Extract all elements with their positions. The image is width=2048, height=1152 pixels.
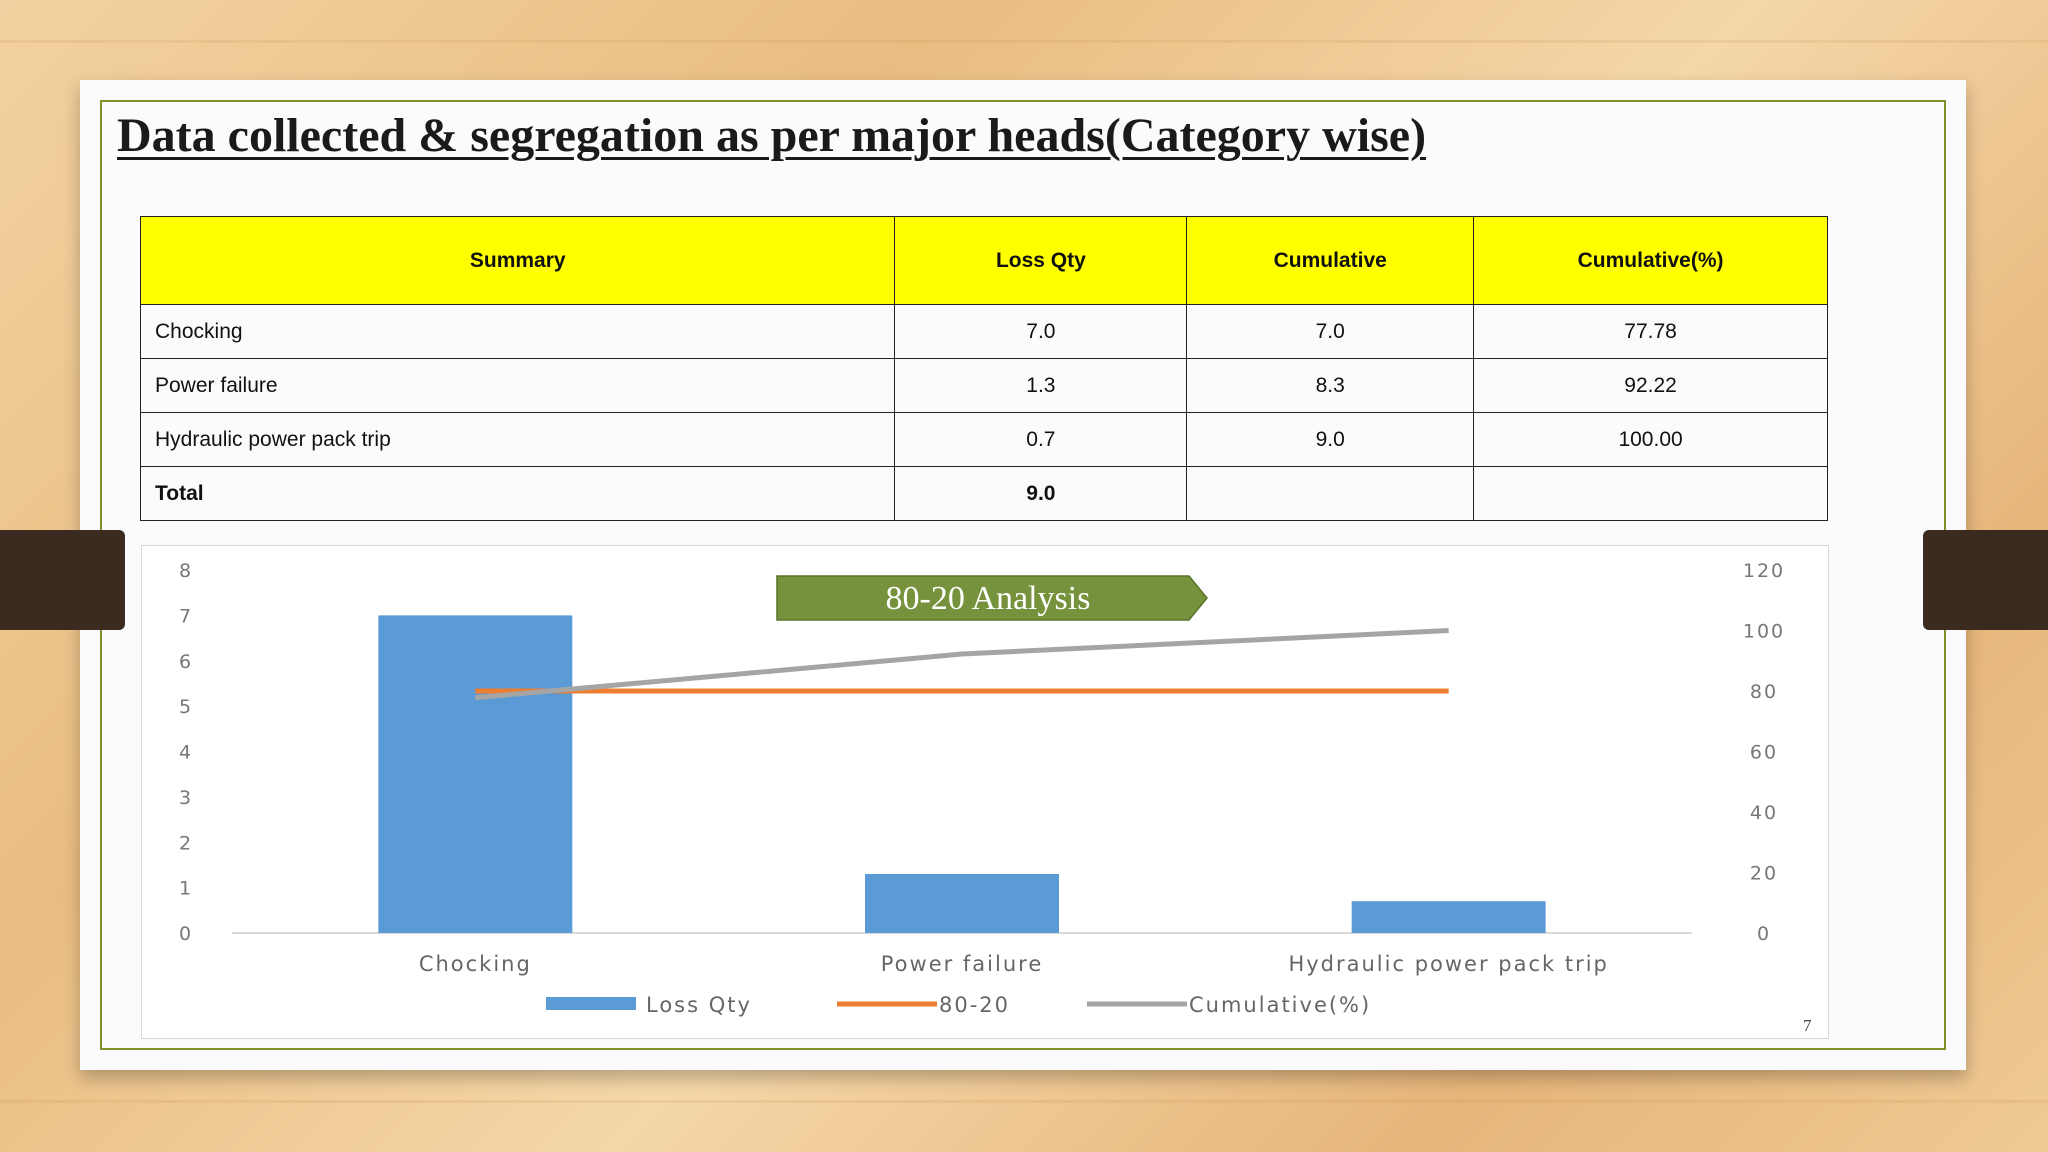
y-left-tick-label: 8	[179, 560, 193, 582]
y-left-tick-label: 4	[179, 742, 193, 764]
x-category-label: Chocking	[419, 952, 532, 976]
summary-table: Summary Loss Qty Cumulative Cumulative(%…	[139, 216, 1828, 521]
legend-swatch-loss-qty	[546, 997, 636, 1010]
table-cell: 77.78	[1473, 304, 1828, 359]
legend-label: Loss Qty	[646, 993, 752, 1017]
table-cell	[1473, 466, 1828, 521]
table-cell	[1186, 466, 1475, 521]
x-category-label: Power failure	[881, 952, 1044, 976]
legend-label: Cumulative(%)	[1189, 993, 1371, 1017]
bar-hydraulic-power-pack-trip	[1351, 901, 1546, 933]
y-left-tick-label: 3	[179, 787, 193, 809]
y-left-tick-label: 0	[179, 923, 193, 945]
table-row: Power failure 1.3 8.3 92.22	[139, 358, 1828, 413]
y-left-tick-label: 5	[179, 696, 193, 718]
y-right-tick-label: 80	[1750, 681, 1778, 703]
y-right-tick-label: 60	[1750, 742, 1778, 764]
header-cumulative-pct: Cumulative(%)	[1473, 216, 1828, 305]
slide-title: Data collected & segregation as per majo…	[117, 109, 1427, 162]
table-row: Hydraulic power pack trip 0.7 9.0 100.00	[139, 412, 1828, 467]
table-header-row: Summary Loss Qty Cumulative Cumulative(%…	[139, 216, 1828, 305]
table-cell: Hydraulic power pack trip	[139, 412, 896, 467]
y-right-tick-label: 20	[1750, 863, 1778, 885]
binder-clip-left	[0, 530, 125, 630]
table-cell: Chocking	[139, 304, 896, 359]
y-left-tick-label: 6	[179, 651, 193, 673]
y-left-tick-label: 1	[179, 878, 193, 900]
header-cumulative: Cumulative	[1186, 216, 1475, 305]
y-left-tick-label: 7	[179, 605, 193, 627]
pareto-chart: 0 1 2 3 4 5 6 7 8 0 20 40 60 80 100 120 Chocking Power fa…	[141, 545, 1829, 1039]
table-cell: 8.3	[1186, 358, 1475, 413]
table-cell: Power failure	[139, 358, 896, 413]
table-cell: 0.7	[894, 412, 1188, 467]
table-cell: 92.22	[1473, 358, 1828, 413]
table-total-row: Total 9.0	[139, 466, 1828, 521]
y-right-tick-label: 40	[1750, 802, 1778, 824]
table-cell: 7.0	[894, 304, 1188, 359]
table-cell: 7.0	[1186, 304, 1475, 359]
bar-chocking	[378, 615, 573, 933]
table-cell: 9.0	[894, 466, 1188, 521]
bar-power-failure	[865, 874, 1059, 933]
line-cumulative-	[475, 628, 1449, 701]
table-cell: 1.3	[894, 358, 1188, 413]
table-row: Chocking 7.0 7.0 77.78	[139, 304, 1828, 359]
y-right-tick-label: 100	[1743, 621, 1785, 643]
table-cell: 9.0	[1186, 412, 1475, 467]
y-right-tick-label: 120	[1743, 560, 1785, 582]
annotation-arrow-shape	[776, 575, 1208, 621]
legend-label: 80-20	[939, 993, 1010, 1017]
page-number: 7	[1803, 1016, 1812, 1035]
y-left-tick-label: 2	[179, 832, 193, 854]
annotation-label: 80-20 Analysis	[886, 580, 1091, 617]
binder-clip-right	[1923, 530, 2048, 630]
table-cell: 100.00	[1473, 412, 1828, 467]
table-cell: Total	[139, 466, 896, 521]
header-summary: Summary	[139, 216, 896, 305]
x-category-label: Hydraulic power pack trip	[1288, 952, 1608, 976]
header-loss-qty: Loss Qty	[894, 216, 1188, 305]
y-right-tick-label: 0	[1757, 923, 1771, 945]
